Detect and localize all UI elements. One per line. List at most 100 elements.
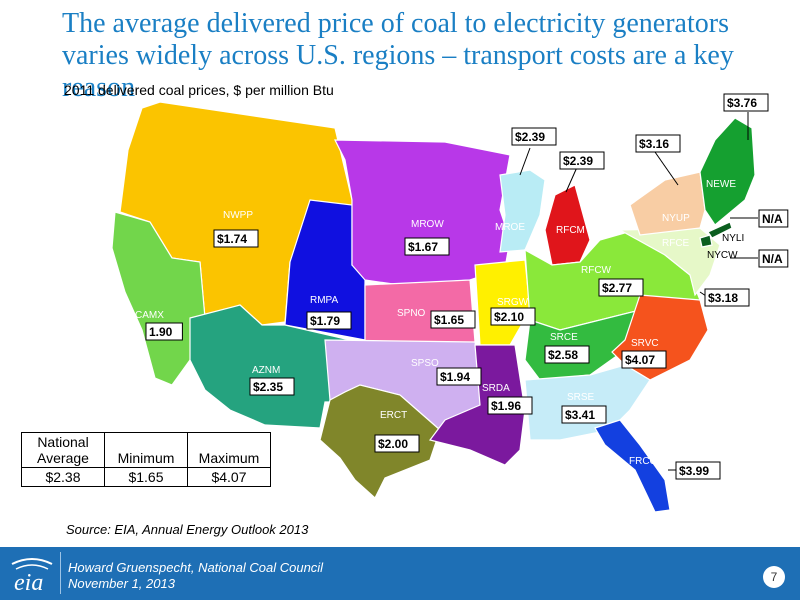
price-box-nycw: [758, 249, 789, 268]
summary-value-row: $2.38 $1.65 $4.07: [21, 467, 271, 487]
region-code-erct: ERCT: [380, 410, 407, 421]
price-label-nwpp: $1.74: [217, 232, 247, 246]
region-code-srgw: SRGW: [497, 297, 529, 308]
region-code-mroe: MROE: [495, 222, 525, 233]
region-aznm-shape: [189, 304, 351, 429]
header-national-average: National Average: [21, 432, 105, 468]
region-code-newe: NEWE: [706, 179, 736, 190]
price-box-mrow: [404, 237, 450, 256]
slide-title: The average delivered price of coal to e…: [62, 8, 734, 103]
region-code-mrow: MROW: [411, 219, 444, 230]
price-frcc: $3.99: [675, 461, 721, 480]
price-rfcm: $2.39: [559, 151, 605, 170]
region-code-nyup: NYUP: [662, 213, 690, 224]
price-label-srvc: $4.07: [625, 353, 655, 367]
price-label-mrow: $1.67: [408, 240, 438, 254]
price-label-camx: 1.90: [149, 325, 173, 339]
header-minimum: Minimum: [104, 432, 188, 468]
price-box-spso: [436, 367, 482, 386]
price-srda: $1.96: [487, 396, 533, 415]
price-box-srse: [561, 405, 607, 424]
value-minimum: $1.65: [104, 467, 188, 487]
page-number: 7: [763, 566, 785, 588]
price-box-rfcm: [559, 151, 605, 170]
price-summary-table: National Average Minimum Maximum $2.38 $…: [21, 432, 271, 487]
eia-logo: eia: [8, 554, 56, 596]
region-code-nwpp: NWPP: [223, 210, 253, 221]
price-box-srvc: [621, 350, 667, 369]
region-nyup-shape: [629, 171, 706, 236]
price-label-aznm: $2.35: [253, 380, 283, 394]
price-box-nwpp: [213, 229, 259, 248]
price-box-frcc: [675, 461, 721, 480]
price-label-rfcm: $2.39: [563, 154, 593, 168]
price-box-rfce: [704, 288, 750, 307]
price-nyup: $3.16: [635, 134, 681, 153]
price-srgw: $2.10: [490, 307, 536, 326]
region-code-nycw: NYCW: [707, 250, 738, 261]
source-note: Source: EIA, Annual Energy Outlook 2013: [66, 522, 309, 537]
price-label-mroe: $2.39: [515, 130, 545, 144]
price-label-spso: $1.94: [440, 370, 470, 384]
price-label-nycw: N/A: [762, 252, 783, 266]
price-rfce: $3.18: [704, 288, 750, 307]
price-label-frcc: $3.99: [679, 464, 709, 478]
price-srce: $2.58: [544, 345, 590, 364]
price-label-rmpa: $1.79: [310, 314, 340, 328]
region-code-srse: SRSE: [567, 392, 595, 403]
price-mroe: $2.39: [511, 127, 557, 146]
price-nwpp: $1.74: [213, 229, 259, 248]
price-srse: $3.41: [561, 405, 607, 424]
price-box-camx: [145, 322, 183, 341]
summary-header-row: National Average Minimum Maximum: [21, 432, 271, 468]
region-rfce-shape: [617, 227, 721, 297]
price-box-srda: [487, 396, 533, 415]
price-label-newe: $3.76: [727, 96, 757, 110]
price-nyli: N/A: [758, 209, 789, 228]
price-box-erct: [374, 434, 420, 453]
price-box-mroe: [511, 127, 557, 146]
price-spno: $1.65: [430, 310, 476, 329]
price-camx: 1.90: [145, 322, 183, 341]
region-frcc-shape: [594, 419, 671, 513]
price-nycw: N/A: [758, 249, 789, 268]
map-subtitle: 2011 delivered coal prices, $ per millio…: [64, 82, 334, 98]
region-code-nyli: NYLI: [722, 233, 744, 244]
us-coal-price-map: NWPP CAMX RMPA AZNM MROW MROE SPNO SPSO …: [111, 93, 789, 513]
region-camx-shape: [111, 211, 206, 386]
price-box-newe: [723, 93, 769, 112]
region-code-camx: CAMX: [135, 310, 164, 321]
header-maximum: Maximum: [187, 432, 271, 468]
price-label-rfce: $3.18: [708, 291, 738, 305]
price-label-erct: $2.00: [378, 437, 408, 451]
region-code-spso: SPSO: [411, 358, 439, 369]
footer-bar: [0, 547, 800, 600]
value-national-average: $2.38: [21, 467, 105, 487]
price-rmpa: $1.79: [306, 311, 352, 330]
region-newe-shape: [699, 117, 756, 226]
value-maximum: $4.07: [187, 467, 271, 487]
price-label-nyup: $3.16: [639, 137, 669, 151]
price-box-nyup: [635, 134, 681, 153]
price-rfcw: $2.77: [598, 278, 644, 297]
price-label-srda: $1.96: [491, 399, 521, 413]
price-box-spno: [430, 310, 476, 329]
region-code-rfcm: RFCM: [556, 225, 585, 236]
region-nycw-shape: [699, 234, 713, 248]
price-box-aznm: [249, 377, 295, 396]
region-code-srda: SRDA: [482, 383, 510, 394]
price-label-srse: $3.41: [565, 408, 595, 422]
region-mroe-shape: [499, 169, 546, 253]
region-srda-shape: [428, 344, 526, 466]
price-aznm: $2.35: [249, 377, 295, 396]
price-box-srce: [544, 345, 590, 364]
price-label-srce: $2.58: [548, 348, 578, 362]
price-label-spno: $1.65: [434, 313, 464, 327]
footer-date: November 1, 2013: [68, 576, 175, 591]
price-box-rfcw: [598, 278, 644, 297]
price-label-rfcw: $2.77: [602, 281, 632, 295]
price-label-nyli: N/A: [762, 212, 783, 226]
region-code-rfcw: RFCW: [581, 265, 612, 276]
region-code-srce: SRCE: [550, 332, 578, 343]
price-label-srgw: $2.10: [494, 310, 524, 324]
